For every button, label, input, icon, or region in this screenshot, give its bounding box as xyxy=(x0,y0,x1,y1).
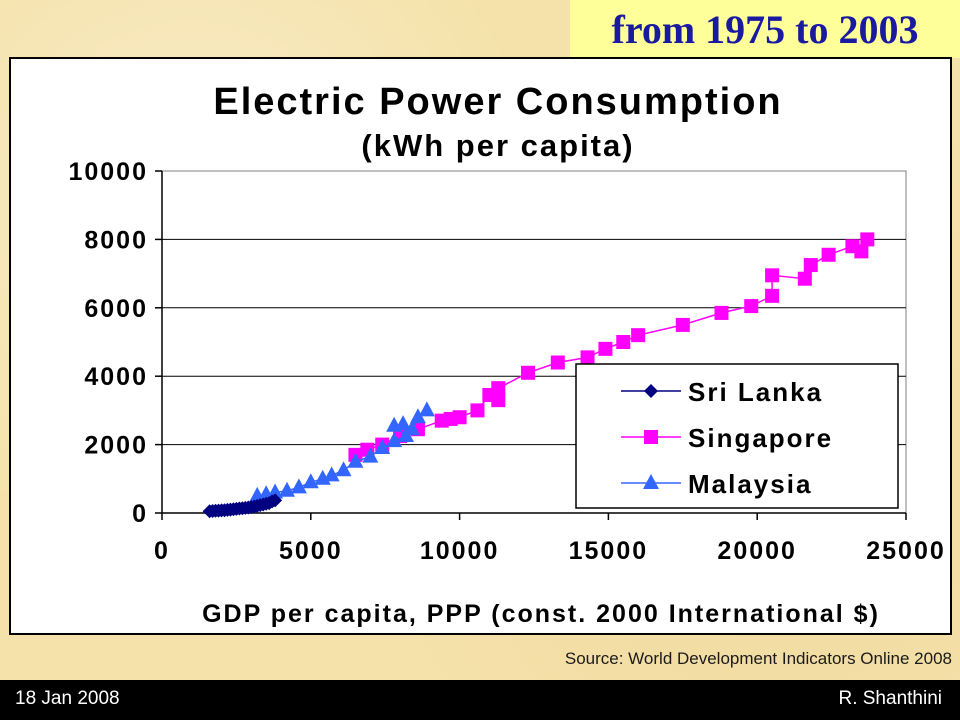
malaysia-point xyxy=(323,466,340,482)
sri-lanka-point xyxy=(268,493,283,508)
y-tick-label: 0 xyxy=(132,500,148,528)
y-tick-label: 8000 xyxy=(84,226,148,254)
singapore-point xyxy=(580,350,595,365)
malaysia-point xyxy=(418,401,435,417)
malaysia-point xyxy=(347,452,364,468)
slide-headline: from 1975 to 2003 xyxy=(570,0,960,58)
malaysia-point xyxy=(386,432,403,448)
footer-date: 18 Jan 2008 xyxy=(15,688,120,709)
singapore-point xyxy=(550,355,565,370)
x-tick-label: 25000 xyxy=(866,537,946,565)
x-axis-label: GDP per capita, PPP (const. 2000 Interna… xyxy=(202,600,880,628)
legend-marker-sri-lanka xyxy=(644,384,658,398)
x-tick-label: 15000 xyxy=(569,537,649,565)
malaysia-point xyxy=(278,481,295,497)
singapore-point xyxy=(803,258,818,273)
legend-box xyxy=(575,363,899,509)
legend-label-singapore: Singapore xyxy=(688,423,833,453)
singapore-point xyxy=(452,410,467,425)
legend-label-sri-lanka: Sri Lanka xyxy=(688,377,823,407)
y-tick-label: 6000 xyxy=(84,295,148,323)
singapore-point xyxy=(491,393,506,408)
legend-label-malaysia: Malaysia xyxy=(688,469,812,499)
x-tick-label: 0 xyxy=(154,537,170,565)
singapore-point xyxy=(491,381,506,396)
singapore-point xyxy=(797,271,812,286)
malaysia-point xyxy=(395,415,412,431)
malaysia-point xyxy=(403,420,420,436)
malaysia-point xyxy=(409,408,426,424)
malaysia-point xyxy=(335,461,352,477)
y-tick-label: 10000 xyxy=(68,158,148,186)
x-tick-label: 20000 xyxy=(717,537,797,565)
source-note: Source: World Development Indicators Onl… xyxy=(564,649,952,668)
footer-bar: 18 Jan 2008 R. Shanthini xyxy=(0,680,960,720)
malaysia-point xyxy=(374,439,391,455)
x-tick-label: 5000 xyxy=(279,537,343,565)
singapore-point xyxy=(765,268,780,283)
chart-subtitle: (kWh per capita) xyxy=(361,128,634,163)
singapore-point xyxy=(854,244,869,259)
malaysia-point xyxy=(362,447,379,463)
singapore-point xyxy=(598,341,613,356)
legend-marker-singapore xyxy=(644,430,658,444)
singapore-point xyxy=(616,335,631,349)
y-tick-label: 4000 xyxy=(84,363,148,391)
singapore-point xyxy=(521,365,536,380)
malaysia-point xyxy=(267,483,284,499)
chart-svg: Electric Power Consumption (kWh per capi… xyxy=(68,81,946,628)
x-tick-label: 10000 xyxy=(420,537,500,565)
footer-author: R. Shanthini xyxy=(838,688,942,709)
malaysia-point xyxy=(302,473,319,489)
legend: Sri Lanka Singapore Malaysia xyxy=(575,363,899,509)
malaysia-point xyxy=(290,478,307,494)
singapore-point xyxy=(470,403,485,418)
chart-title: Electric Power Consumption xyxy=(213,81,782,123)
singapore-point xyxy=(821,247,836,262)
singapore-point xyxy=(714,305,729,320)
singapore-point xyxy=(860,232,875,247)
singapore-point xyxy=(765,288,780,303)
chart-panel: Electric Power Consumption (kWh per capi… xyxy=(9,57,952,635)
singapore-point xyxy=(631,328,646,343)
legend-marker-malaysia xyxy=(643,474,659,489)
singapore-point xyxy=(675,317,690,332)
singapore-point xyxy=(744,299,759,314)
y-tick-label: 2000 xyxy=(84,432,148,460)
